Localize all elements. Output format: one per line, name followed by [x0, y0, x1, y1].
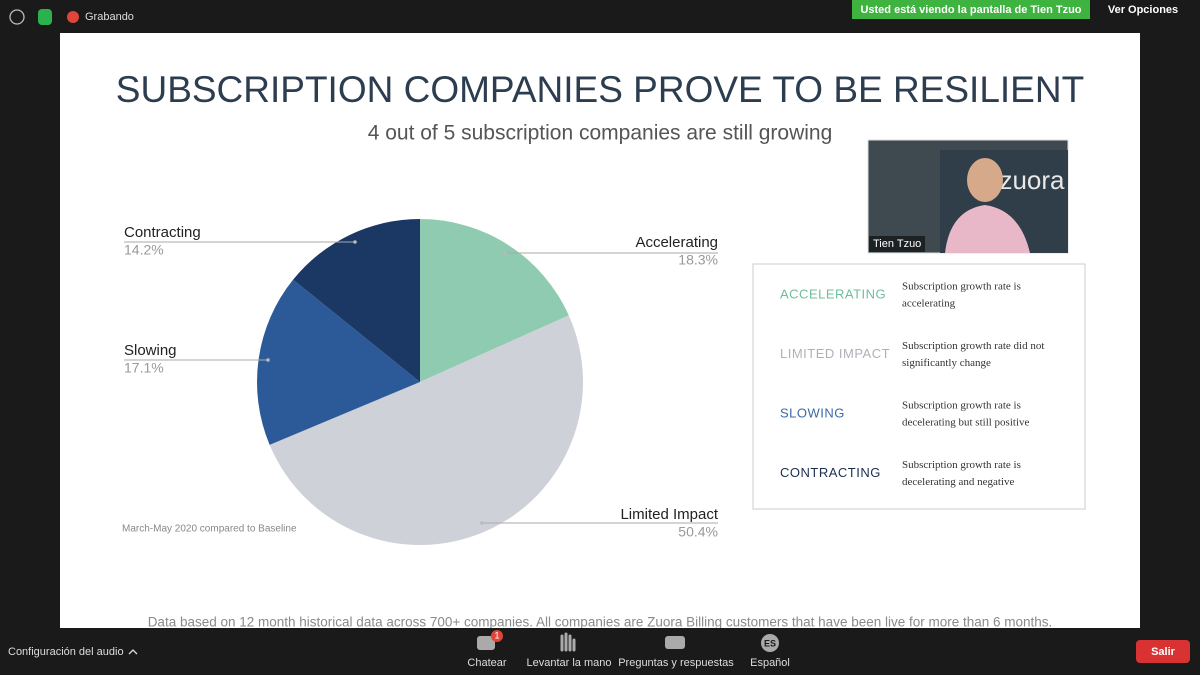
slice-label: Contracting [124, 224, 201, 241]
video-name: Tien Tzuo [873, 238, 921, 250]
view-options[interactable]: Ver Opciones [1108, 4, 1178, 16]
share-banner-text: Usted está viendo la pantalla de Tien Tz… [860, 4, 1081, 16]
slide-subtitle: 4 out of 5 subscription companies are st… [368, 122, 833, 145]
chat-badge-bg [491, 630, 503, 642]
pie-slice [257, 279, 420, 445]
video-logo: zuora [999, 165, 1065, 195]
leave-label[interactable]: Salir [1151, 646, 1176, 658]
toolbar-button[interactable]: Preguntas y respuestas [618, 657, 734, 669]
language-icon[interactable] [761, 634, 779, 652]
leave-button[interactable] [1136, 640, 1190, 663]
audio-caret[interactable] [128, 649, 138, 655]
footnote: Data based on 12 month historical data a… [148, 615, 1053, 630]
legend-description: Subscription growth rate is [902, 400, 1021, 412]
pie-slice [269, 315, 583, 546]
legend-term: LIMITED IMPACT [780, 346, 890, 361]
leader-dot [480, 521, 484, 525]
slide [60, 33, 1140, 628]
slice-value: 17.1% [124, 360, 164, 376]
toolbar-button[interactable]: Chatear [467, 657, 506, 669]
slice-label: Accelerating [635, 234, 718, 251]
chat-badge: 1 [494, 630, 499, 640]
legend-term: CONTRACTING [780, 465, 881, 480]
share-banner [852, 0, 1090, 19]
legend-box [752, 263, 1086, 510]
pie-slice [420, 219, 569, 382]
hand-icon[interactable] [560, 632, 576, 652]
legend: ACCELERATING Subscription growth rate is a… [780, 281, 1044, 489]
recording-label: Grabando [85, 11, 134, 23]
leader-dot [503, 251, 507, 255]
legend-description: significantly change [902, 357, 991, 369]
slice-value: 50.4% [678, 524, 718, 540]
legend-description: Subscription growth rate is [902, 459, 1021, 471]
slice-label: Limited Impact [620, 506, 718, 523]
info-icon[interactable] [9, 9, 25, 25]
leader-dot [353, 240, 357, 244]
toolbar-button[interactable]: Levantar la mano [527, 657, 612, 669]
slice-label: Slowing [124, 342, 177, 359]
toolbar-button[interactable]: Español [750, 657, 790, 669]
language-code: ES [764, 638, 776, 648]
legend-term: SLOWING [780, 405, 845, 420]
qa-icon[interactable] [665, 636, 685, 649]
video-name-bg [869, 236, 925, 252]
slide-title: SUBSCRIPTION COMPANIES PROVE TO BE RESIL… [116, 69, 1084, 110]
audio-settings[interactable]: Configuración del audio [8, 646, 124, 658]
legend-description: accelerating [902, 298, 956, 310]
person-head [967, 158, 1003, 202]
person-body [945, 205, 1030, 253]
legend-term: ACCELERATING [780, 286, 886, 301]
security-icon[interactable] [38, 9, 52, 25]
legend-description: decelerating but still positive [902, 417, 1030, 429]
legend-description: Subscription growth rate is [902, 281, 1021, 293]
chart-note: March-May 2020 compared to Baseline [122, 524, 297, 535]
chat-icon[interactable] [477, 636, 495, 650]
slice-value: 14.2% [124, 242, 164, 258]
pie-slice [293, 219, 420, 382]
legend-description: Subscription growth rate did not [902, 340, 1044, 352]
slice-value: 18.3% [678, 252, 718, 268]
toolbar-buttons: Chatear Levantar la mano Preguntas y respu… [467, 657, 789, 669]
leader-dot [266, 358, 270, 362]
legend-description: decelerating and negative [902, 476, 1015, 488]
record-icon [67, 11, 79, 23]
